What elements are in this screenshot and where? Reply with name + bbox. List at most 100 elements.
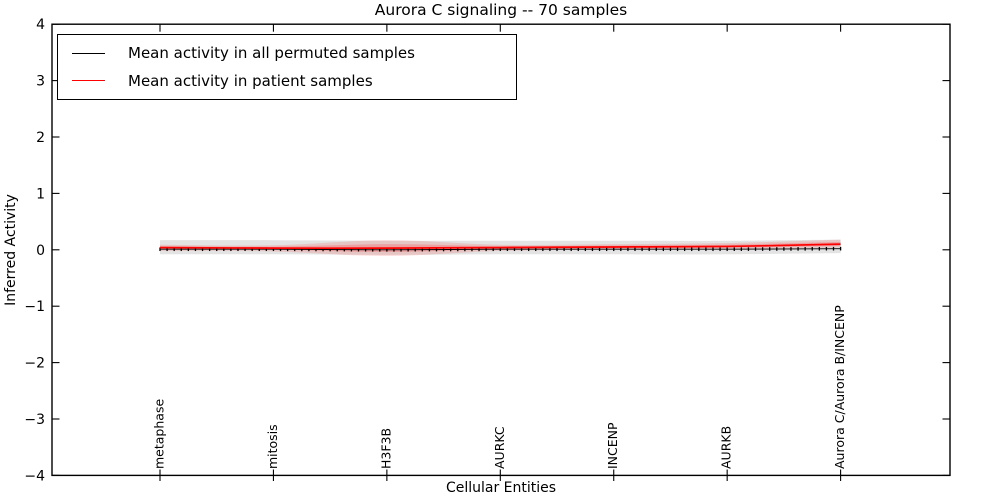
legend: Mean activity in all permuted samples Me… [57, 34, 517, 100]
permuted-mean-marker [343, 247, 345, 252]
permuted-mean-marker [180, 247, 182, 252]
permuted-mean-marker [315, 247, 317, 252]
y-tick-label: −3 [24, 412, 45, 428]
permuted-mean-marker [761, 247, 764, 251]
permuted-mean-marker [513, 247, 516, 252]
permuted-mean-marker [187, 247, 190, 252]
permuted-mean-marker [683, 247, 686, 252]
permuted-mean-marker [400, 247, 402, 252]
permuted-mean-marker [783, 247, 785, 251]
permuted-mean-marker [669, 247, 672, 252]
permuted-mean-marker [393, 247, 395, 252]
permuted-mean-marker [223, 247, 225, 252]
permuted-mean-marker [825, 246, 828, 251]
permuted-mean-marker [613, 247, 615, 252]
permuted-mean-marker [499, 247, 501, 252]
permuted-mean-marker [414, 247, 416, 252]
permuted-mean-marker [620, 247, 622, 252]
permuted-mean-marker [244, 247, 246, 252]
permuted-mean-marker [776, 247, 778, 251]
permuted-mean-marker [407, 247, 409, 252]
permuted-mean-marker [208, 247, 211, 252]
permuted-mean-marker [747, 247, 750, 251]
x-tick-label: INCENP [605, 422, 620, 469]
x-tick-label: AURKB [719, 426, 734, 469]
legend-item-permuted: Mean activity in all permuted samples [72, 44, 516, 62]
permuted-mean-marker [485, 247, 487, 252]
y-tick-label: 4 [36, 17, 45, 33]
permuted-mean-marker [691, 247, 693, 252]
y-tick-label: 3 [36, 74, 45, 90]
x-tick-label: mitosis [265, 424, 280, 469]
permuted-mean-marker [740, 247, 742, 251]
permuted-mean-marker [733, 247, 735, 252]
permuted-mean-marker [237, 247, 239, 252]
permuted-mean-marker [584, 247, 587, 252]
permuted-mean-marker [464, 247, 466, 252]
permuted-mean-marker [811, 247, 813, 251]
permuted-mean-marker [492, 247, 494, 252]
legend-label: Mean activity in all permuted samples [128, 44, 415, 63]
permuted-mean-marker [294, 247, 296, 252]
x-tick-label: H3F3B [378, 428, 393, 469]
permuted-mean-marker [166, 247, 168, 252]
permuted-mean-marker [662, 247, 665, 252]
permuted-mean-marker [230, 247, 232, 252]
permuted-mean-marker [598, 247, 601, 252]
permuted-mean-marker [201, 247, 204, 252]
permuted-mean-marker [159, 247, 161, 252]
permuted-mean-marker [428, 247, 431, 252]
permuted-mean-marker [754, 247, 757, 251]
permuted-mean-marker [528, 247, 530, 252]
chart-title: Aurora C signaling -- 70 samples [374, 1, 628, 19]
y-tick-label: −4 [24, 468, 45, 484]
permuted-mean-marker [216, 247, 218, 252]
permuted-mean-marker [627, 247, 629, 252]
x-tick-label: AURKC [492, 426, 507, 469]
permuted-mean-marker [556, 247, 558, 252]
permuted-mean-marker [286, 247, 289, 252]
x-tick-label: metaphase [152, 399, 167, 469]
permuted-mean-marker [832, 246, 835, 251]
permuted-mean-marker [251, 247, 253, 252]
permuted-mean-marker [442, 247, 445, 252]
permuted-mean-marker [769, 247, 771, 251]
permuted-mean-marker [258, 247, 260, 252]
permuted-mean-marker [372, 247, 374, 252]
permuted-mean-marker [265, 247, 267, 252]
y-tick-labels: 4 3 2 1 0 −1 −2 −3 −4 [24, 17, 45, 484]
permuted-mean-marker [605, 247, 608, 252]
permuted-mean-marker [364, 247, 367, 252]
permuted-mean-marker [676, 247, 679, 252]
permuted-mean-marker [421, 247, 423, 252]
permuted-mean-marker [386, 248, 388, 252]
y-tick-label: 0 [36, 243, 45, 259]
legend-label: Mean activity in patient samples [128, 71, 373, 90]
permuted-mean-marker [308, 247, 310, 252]
x-tick-label: Aurora C/Aurora B/INCENP [832, 305, 847, 469]
permuted-mean-marker [535, 247, 537, 252]
permuted-mean-marker [357, 247, 360, 252]
permuted-mean-marker [542, 247, 544, 252]
permuted-mean-marker [818, 246, 820, 251]
y-tick-label: −1 [24, 299, 45, 315]
x-axis-label: Cellular Entities [445, 480, 557, 496]
permuted-mean-marker [719, 247, 721, 252]
permuted-mean-marker [570, 247, 572, 252]
permuted-mean-marker [563, 247, 565, 252]
permuted-mean-marker [478, 247, 480, 252]
legend-line-sample-red [72, 80, 105, 82]
permuted-mean-marker [329, 247, 331, 252]
permuted-mean-marker [506, 247, 509, 252]
axis-ticks [52, 23, 950, 481]
permuted-mean-marker [279, 247, 282, 252]
permuted-mean-marker [839, 246, 842, 251]
legend-item-patient: Mean activity in patient samples [72, 72, 516, 90]
permuted-mean-marker [520, 247, 523, 252]
permuted-mean-marker [350, 247, 353, 252]
y-axis-label: Inferred Activity [3, 194, 19, 306]
permuted-mean-marker [641, 247, 643, 252]
permuted-mean-marker [698, 247, 700, 252]
